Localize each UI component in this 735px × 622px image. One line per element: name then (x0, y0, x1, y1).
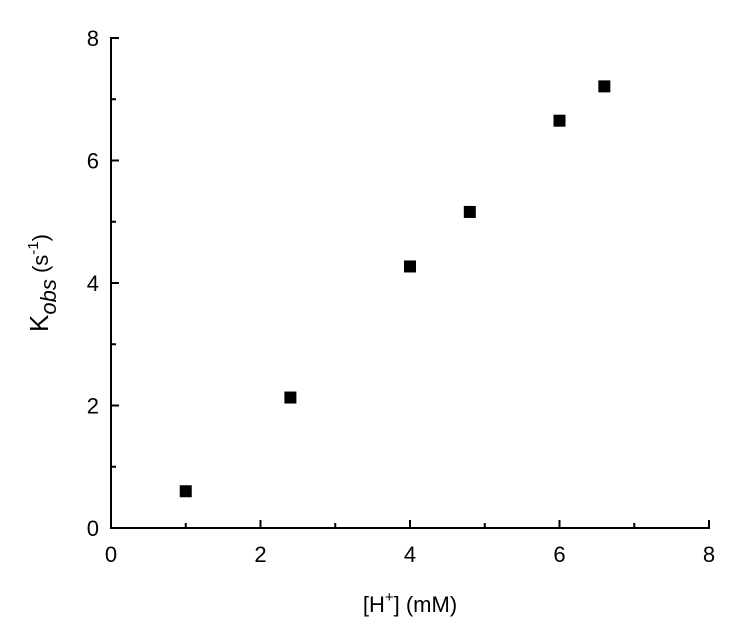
y-label-sub: obs (36, 279, 61, 314)
y-label-text: K (24, 314, 54, 332)
x-axis-label: [H+] (mM) (363, 589, 457, 617)
x-tick-label: 2 (254, 542, 266, 567)
x-label-text: ] (mM) (394, 592, 458, 617)
y-tick-label: 8 (87, 26, 99, 51)
x-label-sup: + (385, 589, 394, 606)
point (179, 485, 192, 498)
point (404, 260, 416, 273)
y-label-text: ) (28, 234, 53, 241)
point (598, 80, 611, 93)
point (463, 205, 476, 218)
y-label-text: (s (28, 255, 53, 279)
point (284, 391, 297, 404)
x-label-text: [H (363, 592, 385, 617)
point (553, 114, 566, 127)
x-tick-label: 4 (404, 542, 416, 567)
y-tick-label: 6 (87, 149, 99, 174)
x-tick-label: 0 (105, 542, 117, 567)
y-label-sup: -1 (25, 241, 42, 254)
y-axis-label: Kobs (s-1) (24, 234, 61, 332)
x-tick-label: 6 (553, 542, 565, 567)
x-tick-label: 8 (703, 542, 715, 567)
y-tick-label: 0 (87, 516, 99, 541)
y-tick-label: 4 (87, 271, 99, 296)
y-tick-label: 2 (87, 394, 99, 419)
